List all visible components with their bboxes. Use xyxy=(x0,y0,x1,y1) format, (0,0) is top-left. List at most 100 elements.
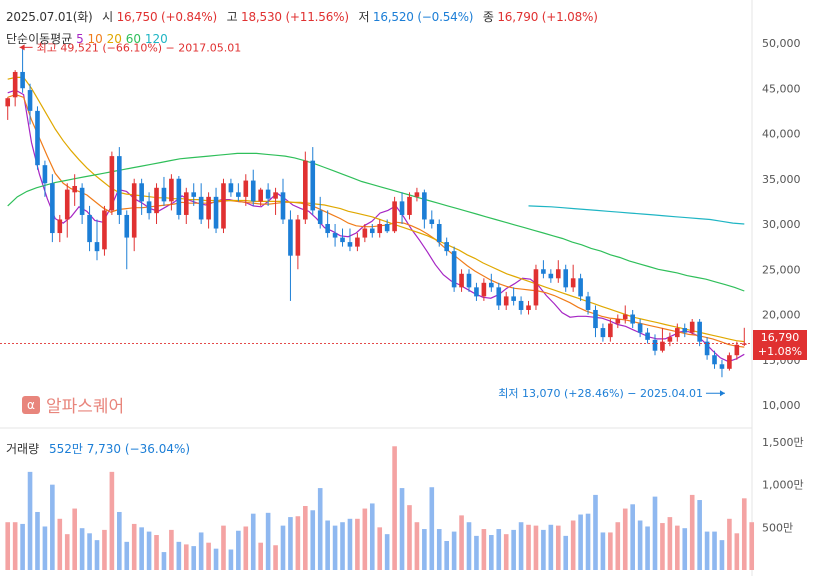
volume-bar xyxy=(50,484,55,570)
volume-bar xyxy=(407,505,412,570)
volume-bar xyxy=(295,516,301,570)
candle-body xyxy=(436,224,442,243)
volume-bar xyxy=(250,513,256,570)
ohlc-header: 2025.07.01(화) 시 16,750 (+0.84%) 고 18,530… xyxy=(6,8,598,25)
max-annotation: 최고 49,521 (−66.10%) − 2017.05.01 xyxy=(37,41,242,54)
volume-bar xyxy=(20,523,25,570)
volume-bar xyxy=(429,487,435,570)
candle-body xyxy=(295,219,301,256)
volume-bar xyxy=(94,540,100,570)
candle-body xyxy=(124,214,130,238)
volume-bar xyxy=(384,534,390,570)
volume-bar xyxy=(727,518,732,570)
volume-bar xyxy=(57,518,63,570)
candle-body xyxy=(72,185,77,193)
candle-body xyxy=(35,110,40,166)
volume-bar xyxy=(258,542,263,570)
candle-body xyxy=(459,273,464,288)
candle-body xyxy=(518,300,524,310)
candle-body xyxy=(198,196,204,220)
candle-body xyxy=(466,273,472,288)
volume-bar xyxy=(139,527,144,570)
volume-bar xyxy=(719,540,725,570)
candle-body xyxy=(719,364,725,369)
volume-bar xyxy=(176,541,182,570)
candle-body xyxy=(64,189,70,220)
volume-bar xyxy=(27,471,33,570)
candle-body xyxy=(139,183,144,202)
volume-bar xyxy=(146,531,152,570)
open-value: 16,750 (+0.84%) xyxy=(116,10,218,24)
candle-body xyxy=(489,282,494,288)
volume-bar xyxy=(169,529,174,570)
volume-bar xyxy=(608,532,613,570)
candle-body xyxy=(57,219,63,234)
candle-body xyxy=(451,251,457,288)
volume-bar xyxy=(347,518,353,570)
price-tick-label: 50,000 xyxy=(762,37,801,50)
candle-body xyxy=(444,242,449,252)
volume-bar xyxy=(213,548,219,570)
current-change: +1.08% xyxy=(757,345,803,358)
volume-bar xyxy=(377,527,383,570)
min-annotation: 최저 13,070 (+28.46%) − 2025.04.01 xyxy=(498,387,703,400)
header-date: 2025.07.01(화) xyxy=(6,10,93,24)
candle-body xyxy=(243,180,249,197)
candle-body xyxy=(221,183,226,229)
candle-body xyxy=(325,224,330,234)
volume-bar xyxy=(682,528,688,570)
volume-bar xyxy=(280,525,286,570)
candle-body xyxy=(570,278,576,288)
volume-bar xyxy=(741,498,747,570)
volume-bar xyxy=(42,526,48,570)
volume-bar xyxy=(414,522,420,570)
volume-bar xyxy=(369,503,375,570)
close-label: 종 xyxy=(482,10,494,24)
candle-body xyxy=(213,196,219,229)
candle-body xyxy=(131,183,137,238)
candle-body xyxy=(622,314,628,320)
volume-bar xyxy=(102,529,107,570)
volume-bar xyxy=(109,471,115,570)
volume-bar xyxy=(622,508,628,570)
volume-bar xyxy=(265,512,271,570)
candle-body xyxy=(734,344,740,356)
candle-body xyxy=(600,328,606,338)
volume-bar xyxy=(161,552,167,570)
volume-bar xyxy=(64,534,70,570)
candle-body xyxy=(258,189,263,202)
candle-body xyxy=(503,296,509,306)
price-tick-label: 10,000 xyxy=(762,399,801,412)
ma-legend[interactable]: 단순이동평균 5 10 20 60 120 xyxy=(6,30,168,47)
volume-bar xyxy=(236,530,241,570)
volume-bar xyxy=(183,544,189,570)
candle-body xyxy=(265,189,271,199)
watermark: α 알파스퀘어 xyxy=(22,392,124,417)
volume-bar xyxy=(310,510,316,570)
candle-body xyxy=(161,187,167,202)
volume-bar xyxy=(652,496,658,570)
volume-bar xyxy=(79,528,85,570)
high-label: 고 xyxy=(226,10,238,24)
volume-bar xyxy=(436,529,442,570)
volume-bar xyxy=(340,522,345,570)
price-tick-label: 25,000 xyxy=(762,263,801,276)
candle-body xyxy=(593,309,598,329)
candle-body xyxy=(87,214,92,243)
candle-body xyxy=(578,278,583,297)
price-tick-label: 45,000 xyxy=(762,82,801,95)
volume-bar xyxy=(600,532,606,570)
candle-body xyxy=(154,187,159,214)
volume-bar xyxy=(555,525,561,570)
volume-bar xyxy=(288,517,293,570)
candle-body xyxy=(369,228,375,234)
candle-body xyxy=(645,332,650,340)
volume-bar xyxy=(243,526,249,570)
volume-bar xyxy=(5,522,11,570)
ma-line-20 xyxy=(7,76,745,343)
candle-body xyxy=(228,183,234,193)
volume-bar xyxy=(124,541,130,570)
candle-body xyxy=(585,296,591,310)
candle-body xyxy=(548,273,554,279)
